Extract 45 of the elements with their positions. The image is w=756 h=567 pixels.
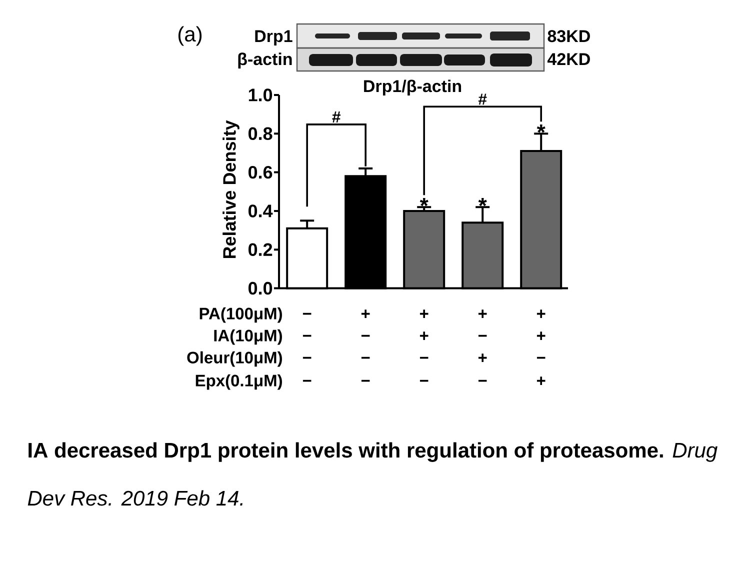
text: Drug — [672, 443, 718, 462]
text: Epx(0.1μM) — [196, 374, 282, 390]
text: − — [302, 380, 312, 382]
annotation: * — [478, 198, 487, 206]
y-tick-label: 0.2 — [248, 243, 272, 256]
text: IA(10μM) — [214, 329, 282, 345]
y-tick-label: 0.4 — [248, 204, 273, 218]
text: PA(100μM) — [200, 307, 282, 323]
text: − — [478, 380, 487, 382]
text: − — [536, 356, 546, 359]
y-tick-label: 0.6 — [248, 166, 272, 179]
text: + — [478, 354, 487, 362]
text: − — [302, 312, 312, 315]
text: − — [361, 356, 370, 359]
chart-title: Drp1/β-actin — [364, 80, 462, 96]
y-axis-title: Relative Density — [222, 120, 240, 258]
text: 83KD — [548, 30, 590, 42]
text: − — [420, 356, 428, 359]
annotation: * — [420, 198, 428, 206]
y-tick-label: 0.0 — [248, 282, 272, 295]
annotation: # — [332, 112, 341, 122]
text: − — [478, 334, 487, 337]
text: β-actin — [238, 52, 292, 69]
text: IA decreased Drp1 protein levels with regulation of proteasome. — [28, 442, 663, 462]
text: Drp1 — [255, 30, 292, 46]
text: + — [536, 310, 546, 318]
text: + — [536, 332, 546, 340]
annotation: * — [536, 124, 546, 133]
text: − — [361, 380, 370, 382]
text: Dev Res. 2019 Feb 14. — [28, 490, 242, 506]
text: Oleur(10μM) — [187, 351, 282, 367]
text: + — [536, 376, 546, 385]
text: − — [302, 334, 312, 337]
y-tick-label: 0.8 — [248, 127, 272, 140]
text: (a) — [178, 26, 202, 46]
text: − — [361, 334, 370, 337]
text: + — [361, 310, 370, 318]
text: + — [420, 332, 428, 340]
text: + — [420, 310, 428, 318]
text: − — [302, 356, 312, 359]
annotation: # — [478, 94, 487, 105]
y-tick-label: 1.0 — [248, 88, 272, 102]
text: + — [478, 310, 487, 318]
text: 42KD — [547, 53, 590, 65]
text: − — [420, 380, 428, 382]
